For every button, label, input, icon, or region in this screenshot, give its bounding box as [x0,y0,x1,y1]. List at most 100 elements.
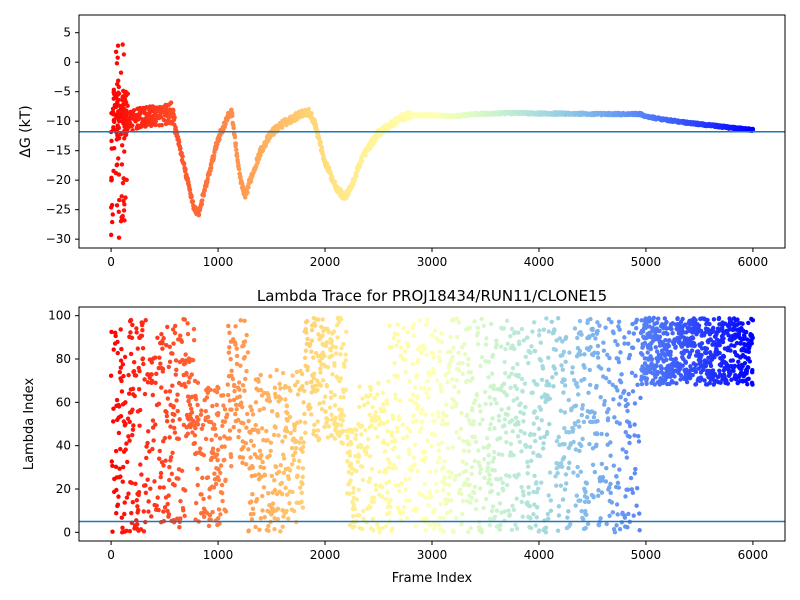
lambda-point [562,383,568,388]
lambda-point [120,464,126,470]
lambda-point [428,495,434,500]
lambda-point [623,429,628,435]
lambda-point [156,507,161,513]
lambda-point [184,370,189,376]
lambda-point [393,465,399,471]
lambda-point [167,477,172,483]
lambda-point [710,368,716,373]
lambda-point [117,466,122,471]
lambda-point [734,340,740,346]
lambda-point [369,466,375,472]
lambda-point [150,392,156,398]
lambda-point [678,373,684,378]
lambda-point [582,499,588,505]
x-tick-label: 5000 [631,255,662,269]
lambda-point [401,510,406,515]
lambda-point [251,443,256,448]
lambda-point [733,372,738,378]
lambda-point [325,417,330,423]
lambda-point [657,334,663,340]
lambda-point [411,322,417,327]
delta-g-point [238,174,243,179]
delta-g-point [116,156,121,161]
lambda-point [172,323,178,329]
lambda-point [162,435,168,441]
lambda-point [696,323,702,328]
lambda-point [584,512,589,517]
lambda-point [113,464,119,470]
lambda-point [259,426,265,431]
lambda-point [274,367,279,373]
lambda-point [544,429,550,435]
lambda-point [460,371,465,376]
lambda-point [229,407,234,412]
delta-g-point [205,176,210,182]
lambda-point [471,419,476,424]
lambda-point [389,430,395,435]
lambda-point [152,355,158,360]
lambda-point [465,476,470,482]
lambda-point [573,403,579,408]
lambda-point [275,413,280,419]
lambda-point [502,359,507,365]
lambda-point [312,422,317,428]
lambda-point [405,341,410,346]
lambda-point [584,495,590,500]
lambda-point [740,321,745,326]
lambda-point [315,387,320,393]
lambda-point [454,378,460,383]
delta-g-point [318,139,323,145]
lambda-point [387,479,392,484]
lambda-point [746,320,751,326]
delta-g-point [200,198,205,203]
lambda-point [339,345,344,351]
lambda-point [625,408,630,414]
lambda-point [504,318,510,324]
lambda-point [449,470,454,476]
lambda-point [543,525,549,530]
lambda-point [745,365,751,370]
lambda-point [645,350,650,355]
lambda-point [459,491,464,496]
lambda-point [391,335,397,341]
lambda-point [353,436,358,442]
lambda-point [250,465,255,470]
lambda-point [318,370,323,375]
lambda-point [472,398,478,403]
lambda-point [435,338,441,343]
lambda-point [239,400,244,405]
lambda-point [174,398,179,403]
lambda-point [582,365,587,370]
lambda-point [528,458,534,463]
lambda-point [161,509,166,514]
lambda-point [441,515,446,521]
lambda-point [309,349,314,354]
lambda-point [205,390,210,395]
lambda-point [505,482,510,488]
lambda-point [130,427,136,432]
lambda-point [321,400,326,405]
lambda-point [196,417,201,422]
lambda-point [309,328,315,333]
lambda-point [518,401,523,406]
lambda-point [211,485,217,490]
lambda-point [419,350,424,355]
delta-g-point [113,49,119,55]
lambda-point [368,393,373,398]
lambda-point [290,489,295,495]
lambda-point [373,426,378,431]
lambda-point [373,410,379,415]
lambda-point [441,529,446,534]
lambda-point [608,440,613,445]
lambda-point [611,397,616,402]
lambda-point [571,470,576,475]
lambda-point [395,332,400,337]
lambda-point [230,376,236,382]
lambda-point [514,496,519,501]
y-tick-label: 20 [56,482,71,496]
lambda-point [707,321,712,327]
delta-g-point [109,175,114,181]
lambda-point [153,380,158,386]
lambda-point [745,337,750,342]
lambda-point [730,358,736,363]
